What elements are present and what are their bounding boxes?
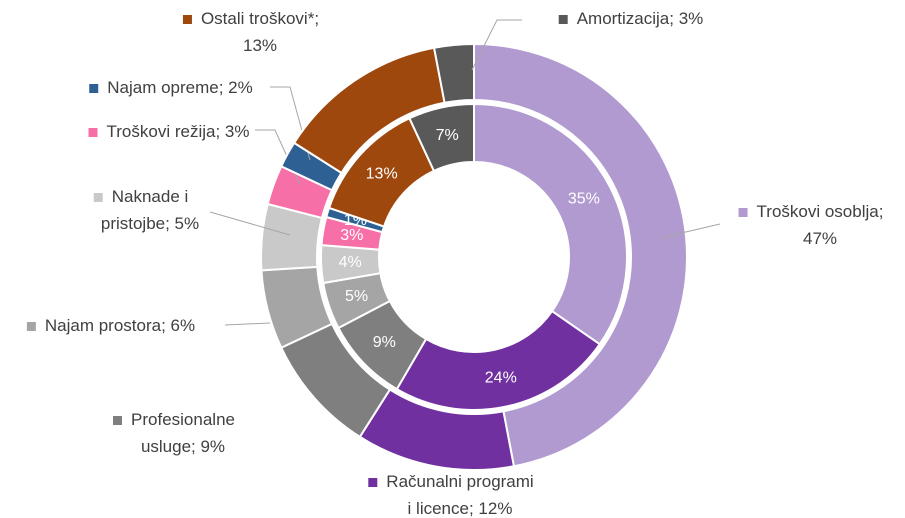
data-label: Računalni programi i licence; 12% xyxy=(386,472,533,518)
label-line: Najam prostora; 6% xyxy=(45,316,195,335)
data-label: Najam prostora; 6% xyxy=(45,316,195,335)
data-label: Troškovi režija; 3% xyxy=(107,122,250,141)
label-line: Računalni programi xyxy=(386,472,533,491)
data-label: 24% xyxy=(485,369,517,386)
leader-line xyxy=(209,211,291,236)
label-marker xyxy=(26,322,36,331)
label-line: Najam opreme; 2% xyxy=(107,78,253,97)
label-line: 47% xyxy=(803,229,837,248)
data-label: Profesionalne usluge; 9% xyxy=(131,410,235,456)
donut-slice xyxy=(473,42,688,468)
label-line: pristojbe; 5% xyxy=(101,214,199,233)
data-label: Ostali troškovi*; 13% xyxy=(201,9,319,55)
data-label: Troškovi osoblja; 47% xyxy=(757,202,884,248)
leader-line xyxy=(659,223,721,239)
label-marker xyxy=(88,128,98,137)
leader-line xyxy=(471,19,522,71)
data-label: 13% xyxy=(366,165,398,182)
label-marker xyxy=(182,15,192,24)
label-marker xyxy=(93,193,103,202)
donut-slice xyxy=(408,102,475,173)
data-label: 35% xyxy=(568,191,600,208)
label-marker xyxy=(738,208,748,217)
label-line: Profesionalne xyxy=(131,410,235,429)
label-marker xyxy=(89,84,99,93)
label-line: Ostali troškovi*; xyxy=(201,9,319,28)
label-line: Troškovi režija; 3% xyxy=(107,122,250,141)
data-label: 3% xyxy=(340,227,363,244)
label-line: usluge; 9% xyxy=(141,437,225,456)
label-line: Naknade i xyxy=(112,187,189,206)
label-marker xyxy=(113,416,123,425)
data-label: 9% xyxy=(373,334,396,351)
donut-slice xyxy=(395,309,602,411)
data-label: Amortizacija; 3% xyxy=(577,9,704,28)
data-label: Najam opreme; 2% xyxy=(107,78,253,97)
data-label: 7% xyxy=(436,127,459,144)
label-line: i licence; 12% xyxy=(408,499,513,518)
data-label: 5% xyxy=(345,288,368,305)
donut-slice xyxy=(432,42,475,104)
leader-line xyxy=(224,322,271,326)
label-line: Troškovi osoblja; xyxy=(757,202,884,221)
label-line: Amortizacija; 3% xyxy=(577,9,704,28)
data-label: Naknade i pristojbe; 5% xyxy=(101,187,199,233)
label-marker xyxy=(558,15,568,24)
donut-slice xyxy=(473,102,628,346)
label-marker xyxy=(368,478,378,487)
data-label: 4% xyxy=(339,254,362,271)
label-line: 13% xyxy=(243,36,277,55)
